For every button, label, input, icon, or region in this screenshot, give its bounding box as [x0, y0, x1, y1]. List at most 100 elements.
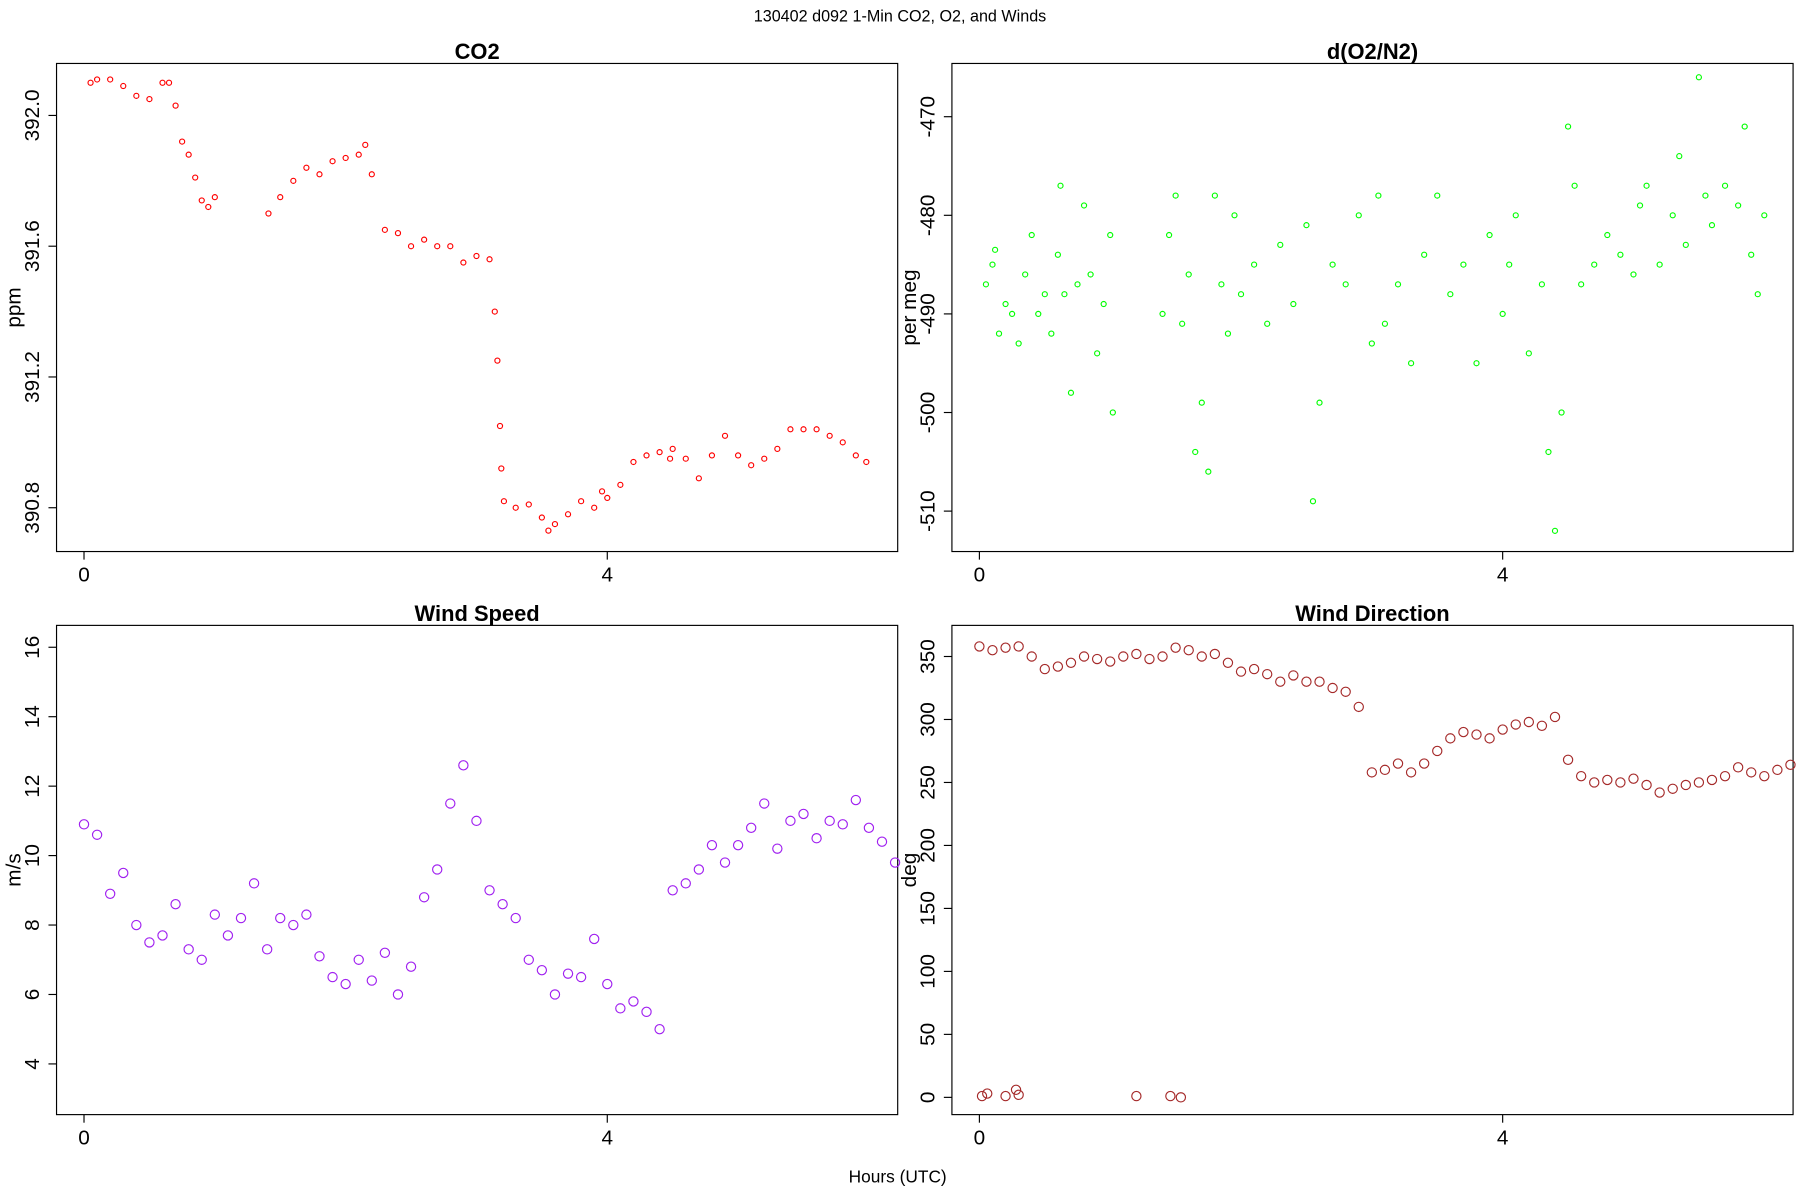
data-point: [209, 909, 221, 920]
data-point: [491, 308, 498, 315]
data-point: [1754, 291, 1761, 298]
data-point: [1682, 241, 1689, 249]
data-point: [1654, 787, 1665, 798]
data-point: [353, 954, 364, 965]
data-point: [211, 194, 218, 201]
data-point: [863, 822, 875, 834]
data-point: [759, 798, 770, 809]
data-point: [1628, 773, 1639, 784]
data-point: [1224, 330, 1232, 337]
figure-title: 130402 d092 1-Min CO2, O2, and Winds: [754, 8, 1046, 26]
x-tick-label: 4: [602, 1126, 614, 1149]
data-point: [706, 839, 718, 851]
data-point: [852, 452, 859, 459]
data-point: [1432, 745, 1443, 757]
y-tick-label: 300: [916, 702, 939, 737]
data-point: [1057, 182, 1064, 189]
data-point: [1196, 651, 1207, 662]
y-tick-label: 4: [21, 1058, 44, 1070]
data-point: [813, 426, 820, 433]
data-point: [1290, 300, 1297, 308]
data-point: [1471, 729, 1482, 740]
data-point: [355, 151, 362, 158]
data-point: [826, 432, 833, 439]
data-point: [445, 798, 456, 809]
data-point: [617, 481, 624, 488]
y-axis-label: m/s: [2, 853, 25, 886]
y-tick-label: 392.0: [21, 89, 44, 141]
y-tick-label: 14: [21, 705, 44, 728]
data-point: [525, 501, 532, 508]
data-point: [1329, 261, 1336, 268]
data-point: [381, 226, 389, 233]
data-point: [1761, 212, 1768, 219]
data-point: [982, 1088, 993, 1099]
y-tick-label: 150: [916, 891, 939, 926]
y-tick-label: 200: [916, 828, 939, 863]
data-point: [157, 930, 168, 941]
data-point: [277, 194, 284, 201]
y-axis-label: ppm: [2, 287, 25, 327]
data-point: [1248, 663, 1260, 675]
data-point: [78, 819, 90, 830]
plot-frame: [951, 62, 1794, 553]
data-point: [680, 878, 691, 889]
data-point: [1179, 320, 1186, 327]
data-point: [1303, 222, 1310, 229]
data-point: [1205, 468, 1212, 475]
data-point: [1460, 261, 1467, 268]
data-point: [991, 246, 999, 253]
data-point: [889, 857, 901, 868]
data-point: [1421, 251, 1428, 258]
data-point: [602, 978, 613, 990]
data-point: [1277, 241, 1284, 249]
data-point: [500, 498, 508, 505]
y-tick-label: -470: [916, 96, 939, 138]
data-point: [667, 885, 678, 896]
y-tick-label: 0: [916, 1092, 939, 1104]
y-tick-label: 12: [21, 775, 44, 798]
data-point: [1261, 668, 1273, 680]
data-point: [995, 330, 1003, 337]
data-point: [1499, 310, 1506, 318]
y-tick-label: 391.2: [21, 351, 44, 403]
data-point: [1222, 657, 1234, 668]
data-point: [1578, 281, 1585, 288]
data-point: [1506, 261, 1513, 268]
data-point: [261, 944, 273, 955]
data-point: [1735, 202, 1742, 209]
data-point: [1536, 720, 1548, 731]
x-tick-label: 0: [78, 1126, 90, 1149]
data-point: [545, 527, 552, 534]
data-point: [641, 1006, 652, 1018]
data-point: [118, 867, 129, 879]
data-point: [131, 919, 142, 931]
data-point: [1061, 291, 1068, 298]
data-point: [316, 171, 323, 178]
data-point: [1746, 767, 1757, 778]
data-point: [1185, 271, 1192, 278]
data-point: [1785, 759, 1796, 771]
data-point: [811, 833, 822, 844]
data-point: [1549, 711, 1561, 723]
data-point: [1022, 271, 1029, 278]
data-point: [314, 951, 325, 962]
data-point: [1392, 758, 1404, 769]
x-tick-label: 0: [974, 563, 986, 586]
y-tick-label: 250: [916, 765, 939, 800]
panel-title: Wind Speed: [415, 601, 540, 626]
data-point: [496, 422, 504, 430]
y-tick-label: -490: [916, 293, 939, 335]
data-point: [837, 819, 848, 830]
data-point: [666, 455, 674, 462]
data-point: [1706, 774, 1718, 786]
data-point: [575, 971, 587, 983]
data-point: [1237, 291, 1245, 298]
data-point: [104, 888, 116, 899]
data-point: [1604, 231, 1611, 239]
data-point: [1013, 1089, 1024, 1101]
data-point: [1183, 645, 1194, 656]
data-point: [1074, 281, 1081, 288]
data-point: [1131, 1090, 1142, 1102]
